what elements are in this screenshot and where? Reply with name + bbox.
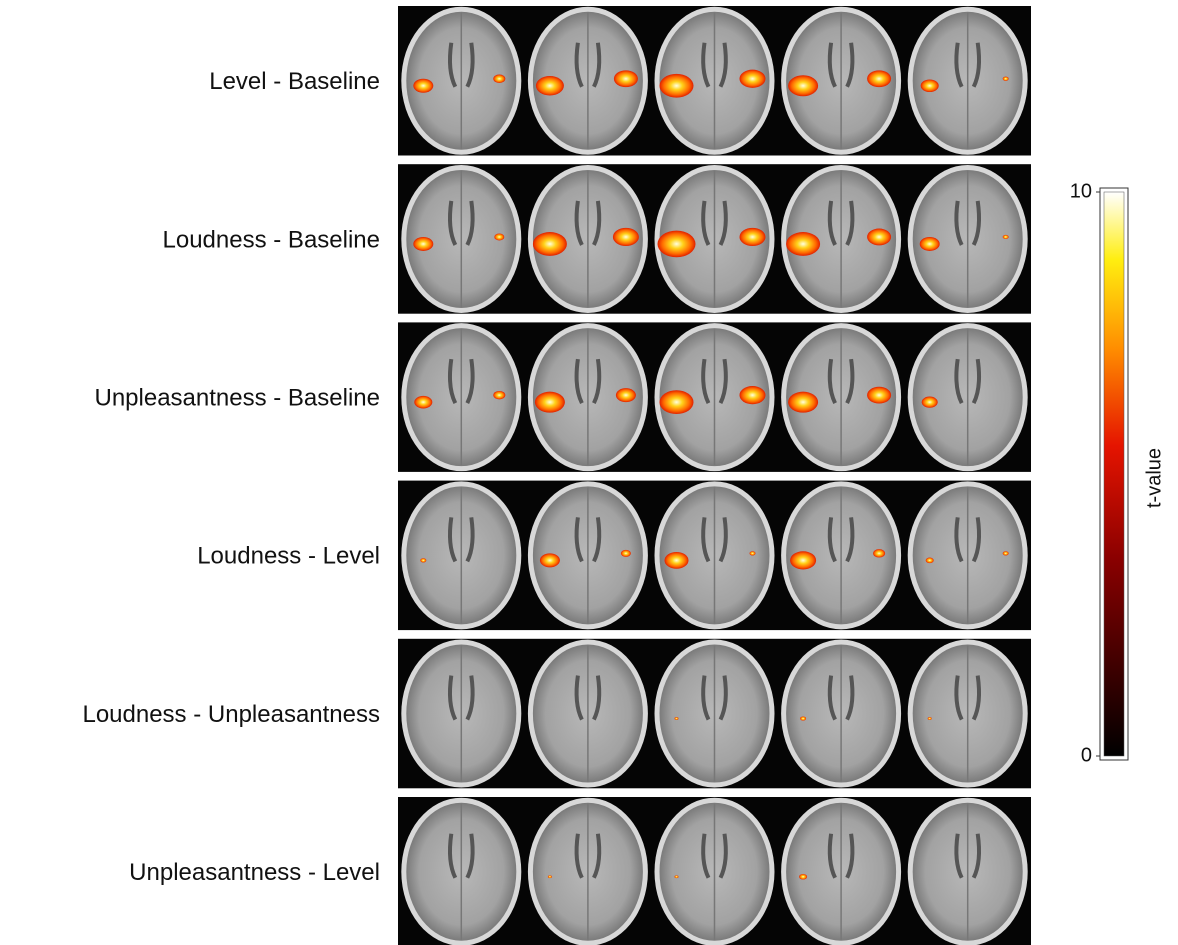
activation xyxy=(788,75,818,96)
slice-grid xyxy=(398,6,1031,945)
activation xyxy=(790,551,816,569)
activation xyxy=(420,558,426,562)
activation xyxy=(413,237,433,251)
activation xyxy=(493,75,505,83)
tick-label: 0 xyxy=(1081,744,1092,766)
activation xyxy=(660,74,694,98)
activation xyxy=(867,70,891,87)
activation xyxy=(535,392,565,413)
colorbar: t-value 0 10 xyxy=(1070,180,1166,766)
activation xyxy=(658,231,696,258)
activation xyxy=(799,874,807,880)
colorbar-label: t-value xyxy=(1143,448,1165,508)
activation xyxy=(922,397,938,408)
activation xyxy=(540,553,560,567)
activation xyxy=(621,550,631,557)
row-label: Level - Baseline xyxy=(209,68,380,95)
activation xyxy=(926,558,934,564)
activation xyxy=(740,70,766,88)
activation xyxy=(867,387,891,404)
tick-label: 10 xyxy=(1070,180,1092,202)
row-labels: Level - Baseline Loudness - Baseline Unple… xyxy=(82,68,380,886)
activation xyxy=(616,388,636,402)
activation xyxy=(660,390,694,414)
activation xyxy=(928,717,932,720)
activation xyxy=(414,396,432,409)
activation xyxy=(493,391,505,399)
figure: Level - Baseline Loudness - Baseline Unple… xyxy=(0,0,1178,945)
activation xyxy=(750,551,756,555)
activation xyxy=(873,549,885,557)
activation xyxy=(413,79,433,93)
activation xyxy=(867,229,891,246)
activation xyxy=(921,79,939,92)
activation xyxy=(740,386,766,404)
activation xyxy=(740,228,766,246)
activation xyxy=(494,233,504,240)
activation xyxy=(614,70,638,87)
activation xyxy=(1003,77,1009,81)
activation xyxy=(800,716,806,720)
activation xyxy=(920,237,940,251)
activation xyxy=(536,76,564,96)
activation xyxy=(1003,551,1009,555)
row-label: Unpleasantness - Level xyxy=(129,859,380,886)
activation xyxy=(675,875,679,878)
row-label: Loudness - Level xyxy=(197,543,380,570)
row-label: Unpleasantness - Baseline xyxy=(94,384,380,411)
row-label: Loudness - Unpleasantness xyxy=(82,701,380,728)
activation xyxy=(548,875,552,878)
row-label: Loudness - Baseline xyxy=(163,226,380,253)
activation xyxy=(533,232,567,256)
activation xyxy=(788,392,818,413)
activation xyxy=(786,232,820,256)
activation xyxy=(1003,235,1009,239)
activation xyxy=(665,552,689,569)
activation xyxy=(675,717,679,720)
colorbar-gradient xyxy=(1104,192,1124,756)
activation xyxy=(613,228,639,246)
